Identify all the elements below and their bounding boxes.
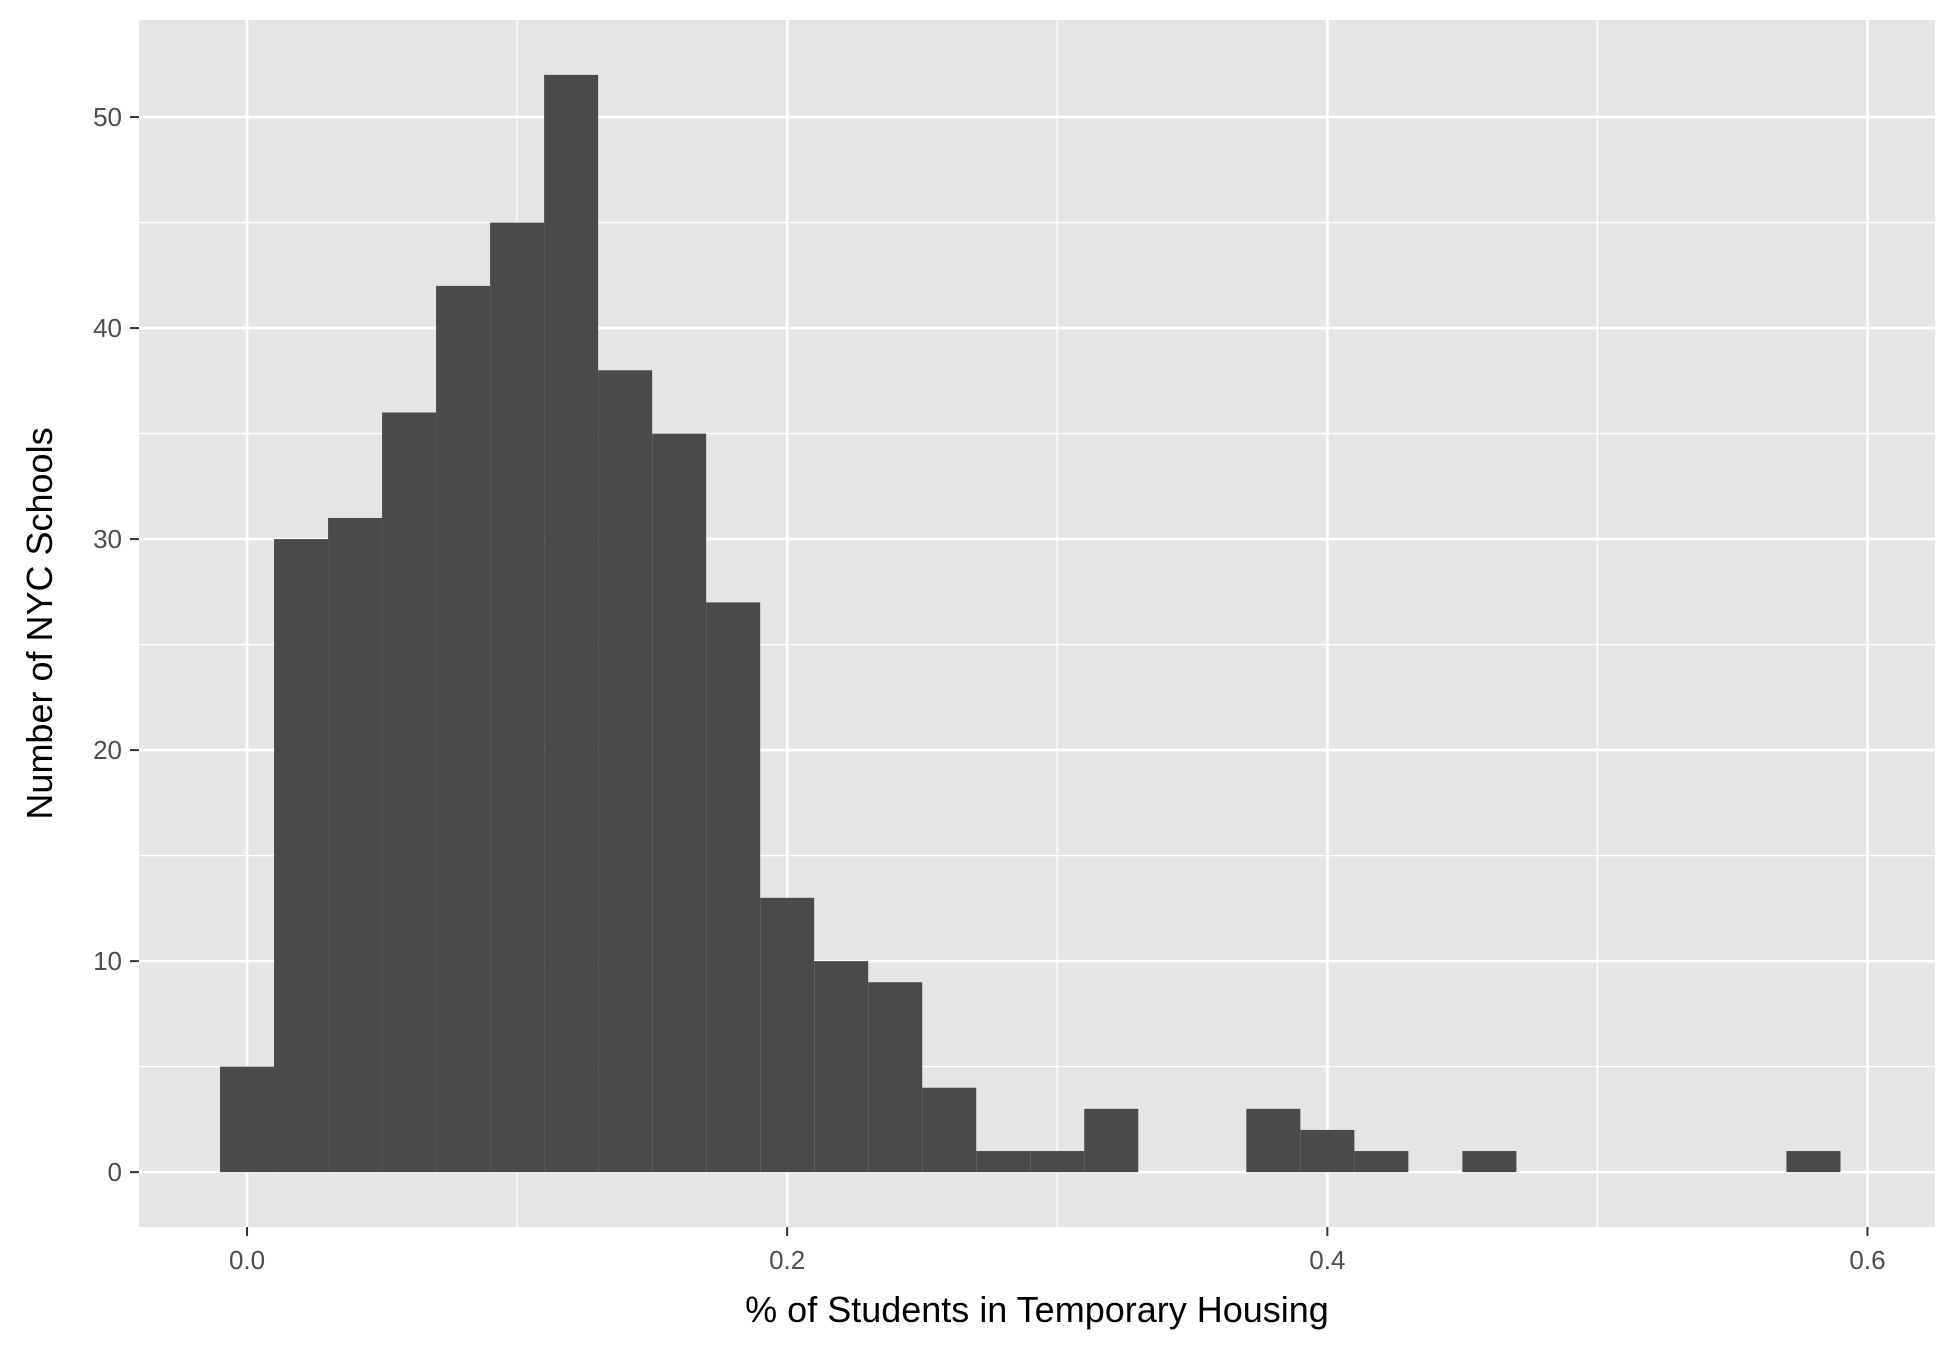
histogram-bar bbox=[1246, 1108, 1301, 1173]
histogram-bar bbox=[598, 370, 653, 1173]
histogram-bar bbox=[382, 412, 437, 1173]
histogram-bar bbox=[1030, 1151, 1085, 1173]
histogram-bar bbox=[760, 897, 815, 1173]
bars bbox=[220, 74, 1841, 1173]
histogram-bar bbox=[976, 1151, 1031, 1173]
histogram-bar bbox=[868, 982, 923, 1173]
histogram-bar bbox=[490, 222, 545, 1173]
y-tick-label: 0 bbox=[108, 1157, 122, 1187]
y-tick-label: 40 bbox=[93, 313, 122, 343]
histogram-bar bbox=[922, 1087, 977, 1173]
x-axis-title: % of Students in Temporary Housing bbox=[745, 1289, 1329, 1330]
y-axis-title: Number of NYC Schools bbox=[19, 427, 60, 819]
histogram-bar bbox=[274, 539, 329, 1173]
x-tick-label: 0.4 bbox=[1309, 1245, 1345, 1275]
x-tick-label: 0.2 bbox=[769, 1245, 805, 1275]
histogram-bar bbox=[436, 285, 491, 1173]
histogram-bar bbox=[1786, 1151, 1841, 1173]
x-tick-label: 0.0 bbox=[229, 1245, 265, 1275]
histogram-bar bbox=[220, 1066, 275, 1173]
histogram-bar bbox=[1354, 1151, 1409, 1173]
y-tick-label: 20 bbox=[93, 735, 122, 765]
histogram-bar bbox=[328, 517, 383, 1173]
y-tick-label: 30 bbox=[93, 524, 122, 554]
histogram-bar bbox=[1084, 1108, 1139, 1173]
y-tick-label: 50 bbox=[93, 102, 122, 132]
histogram-bar bbox=[544, 74, 599, 1173]
histogram-bar bbox=[652, 433, 707, 1173]
histogram-bar bbox=[1300, 1129, 1355, 1173]
histogram-bar bbox=[706, 602, 761, 1173]
x-axis: 0.0 0.2 0.4 0.6 bbox=[229, 1227, 1886, 1275]
y-axis: 0 10 20 30 40 50 bbox=[93, 102, 139, 1187]
y-tick-label: 10 bbox=[93, 946, 122, 976]
histogram-bar bbox=[1462, 1151, 1517, 1173]
histogram-bar bbox=[814, 961, 869, 1173]
x-tick-label: 0.6 bbox=[1849, 1245, 1885, 1275]
